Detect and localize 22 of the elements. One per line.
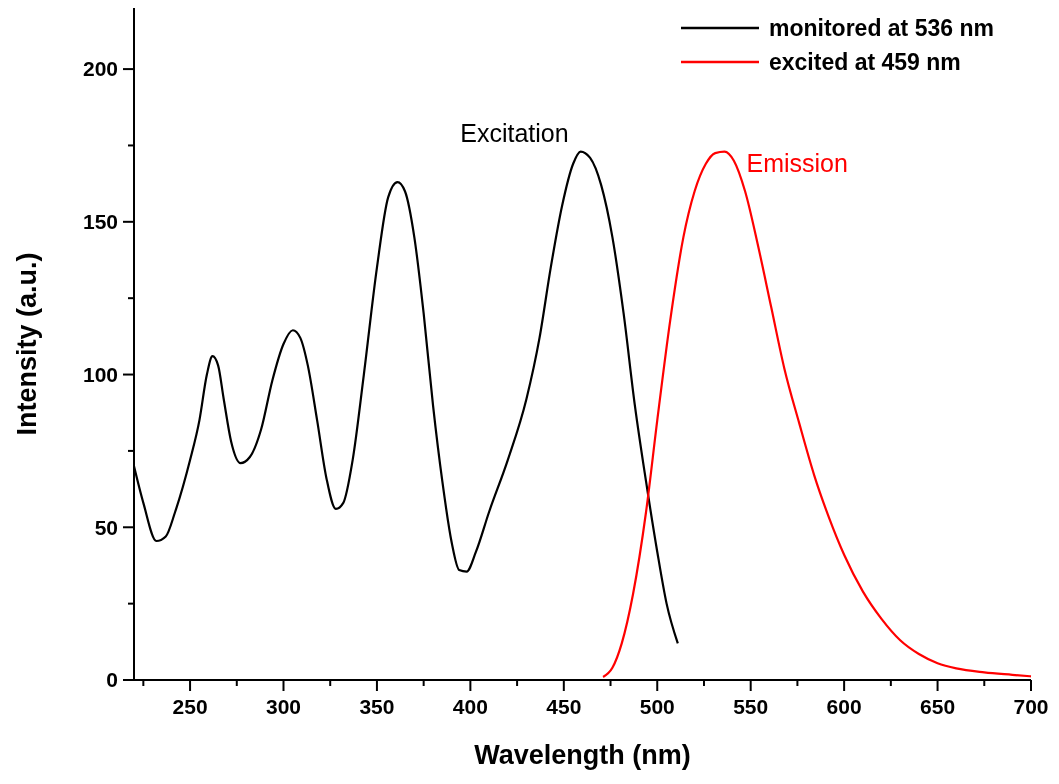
x-axis-title: Wavelength (nm)	[474, 740, 691, 770]
x-tick-label: 700	[1013, 695, 1049, 718]
x-tick-label: 550	[733, 695, 769, 718]
annotation: Emission	[746, 148, 848, 177]
line-series	[601, 150, 1033, 679]
x-tick-label: 250	[172, 695, 208, 718]
y-tick-label: 50	[94, 515, 118, 539]
y-tick-label: 150	[82, 210, 118, 234]
y-axis-title: Intensity (a.u.)	[12, 252, 42, 436]
y-tick-label: 0	[106, 668, 118, 692]
x-tick-label: 450	[546, 695, 582, 718]
x-tick-label: 350	[359, 695, 395, 718]
x-tick-label: 500	[639, 695, 675, 718]
annotation: Excitation	[460, 118, 569, 147]
legend-label: monitored at 536 nm	[769, 15, 994, 42]
y-tick-label: 200	[82, 57, 118, 81]
x-tick-label: 400	[452, 695, 488, 718]
x-tick-label: 600	[826, 695, 862, 718]
y-tick-label: 100	[82, 362, 118, 386]
x-tick-label: 300	[265, 695, 302, 718]
legend-label: excited at 459 nm	[769, 49, 961, 76]
x-tick-label: 650	[920, 695, 956, 718]
